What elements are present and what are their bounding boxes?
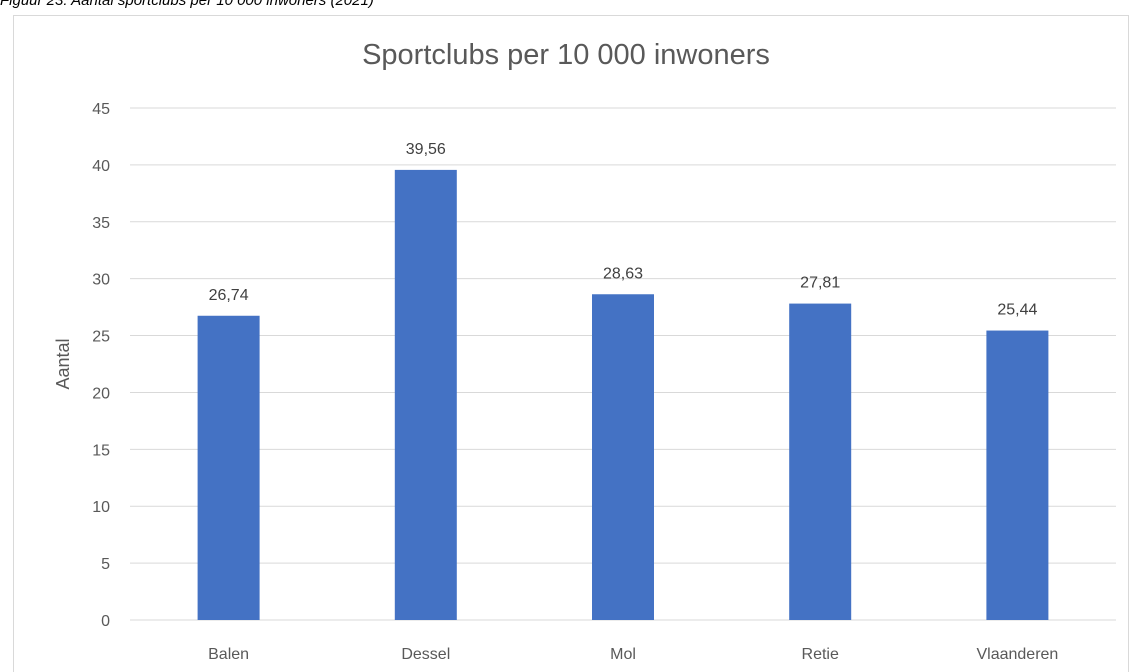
x-axis-categories: Balen Dessel Mol Retie Vlaanderen xyxy=(208,646,1058,663)
y-tick-label: 30 xyxy=(92,272,110,289)
bars xyxy=(197,169,1049,620)
y-tick-label: 0 xyxy=(101,613,110,630)
figure-caption: Figuur 23: Aantal sportclubs per 10 000 … xyxy=(0,0,374,9)
y-tick-label: 25 xyxy=(92,329,110,346)
bar-dessel xyxy=(394,169,457,620)
y-axis-ticks: 0 5 10 15 20 25 30 35 40 45 xyxy=(92,101,110,630)
gridlines xyxy=(130,107,1116,621)
bar-vlaanderen xyxy=(986,330,1049,620)
x-category-label: Mol xyxy=(610,646,636,663)
data-label: 26,74 xyxy=(209,287,249,304)
x-category-label: Balen xyxy=(208,646,249,663)
x-category-label: Vlaanderen xyxy=(976,646,1058,663)
y-tick-label: 20 xyxy=(92,385,110,402)
chart-title: Sportclubs per 10 000 inwoners xyxy=(362,39,770,71)
bar-balen xyxy=(197,315,260,620)
data-label: 25,44 xyxy=(997,302,1037,319)
y-tick-label: 5 xyxy=(101,556,110,573)
y-tick-label: 10 xyxy=(92,499,110,516)
y-axis-title: Aantal xyxy=(53,338,73,389)
data-labels: 26,74 39,56 28,63 27,81 25,44 xyxy=(209,141,1038,319)
y-tick-label: 40 xyxy=(92,158,110,175)
x-category-label: Retie xyxy=(802,646,839,663)
y-tick-label: 15 xyxy=(92,442,110,459)
y-tick-label: 35 xyxy=(92,215,110,232)
x-category-label: Dessel xyxy=(401,646,450,663)
bar-mol xyxy=(592,294,654,620)
bar-retie xyxy=(789,303,852,620)
data-label: 39,56 xyxy=(406,141,446,158)
data-label: 27,81 xyxy=(800,275,840,292)
data-label: 28,63 xyxy=(603,265,643,282)
y-tick-label: 45 xyxy=(92,101,110,118)
